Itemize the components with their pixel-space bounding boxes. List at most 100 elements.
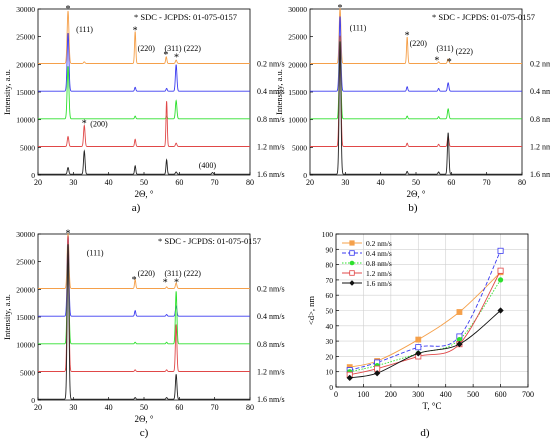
peak-marker: * xyxy=(174,53,179,64)
series-line xyxy=(310,35,522,147)
y-tick-label: 10000 xyxy=(16,341,35,350)
series-label: 1.2 nm/s xyxy=(257,368,285,377)
data-point xyxy=(456,309,463,315)
x-tick-label: 30 xyxy=(69,403,77,412)
peak-marker: * xyxy=(434,55,439,66)
x-tick-label: 700 xyxy=(522,390,534,399)
series-label: 0.2 nm/s xyxy=(257,285,285,294)
peak-annotation: (111) xyxy=(76,25,93,34)
series-line xyxy=(310,35,522,120)
y-tick-label: 10 xyxy=(326,368,334,377)
data-point xyxy=(497,267,504,274)
series-label: 1.6 nm/s xyxy=(530,170,550,179)
y-tick-label: 0 xyxy=(329,383,333,392)
y-axis-title: <d>, nm xyxy=(306,296,316,325)
peak-annotation: (220) xyxy=(138,44,156,53)
x-tick-label: 80 xyxy=(246,403,254,412)
series-line xyxy=(38,33,250,92)
series-line xyxy=(38,66,250,120)
x-tick-label: 60 xyxy=(175,178,183,187)
x-axis-title: T, °C xyxy=(423,401,442,411)
peak-annotation: (400) xyxy=(199,161,217,170)
x-tick-label: 70 xyxy=(483,178,491,187)
y-tick-label: 20 xyxy=(326,352,334,361)
legend-text: * SDC - JCPDS: 01-075-0157 xyxy=(432,12,535,22)
series-line xyxy=(38,149,250,175)
x-axis-title: 2Θ, ° xyxy=(406,189,425,199)
series-label: 0.4 nm/s xyxy=(257,87,285,96)
y-tick-label: 25000 xyxy=(16,33,35,42)
series-label: 0.2 nm/s xyxy=(257,60,285,69)
y-tick-label: 15000 xyxy=(16,313,35,322)
x-tick-label: 30 xyxy=(69,178,77,187)
y-tick-label: 30 xyxy=(326,337,334,346)
peak-annotation: (220) xyxy=(138,269,156,278)
x-tick-label: 20 xyxy=(34,178,42,187)
series-label: 0.2 nm/s xyxy=(530,60,550,69)
y-tick-label: 5000 xyxy=(292,143,307,152)
x-tick-label: 80 xyxy=(246,178,254,187)
x-tick-label: 20 xyxy=(306,178,314,187)
x-tick-label: 500 xyxy=(467,390,479,399)
legend-label: 0.8 nm/s xyxy=(366,259,392,268)
y-tick-label: 30000 xyxy=(16,5,35,14)
series-line xyxy=(310,41,522,175)
panel-label: c) xyxy=(140,427,149,439)
legend-label: 0.2 nm/s xyxy=(366,239,392,248)
series-label: 0.8 nm/s xyxy=(530,115,550,124)
data-point xyxy=(415,350,422,357)
x-tick-label: 0 xyxy=(334,390,338,399)
series-line xyxy=(38,10,250,64)
x-tick-label: 600 xyxy=(495,390,507,399)
chart-panel-3: 20 30 40 50 60 70 80 0 5000 10000 15000 20000 25000 3… xyxy=(2,228,285,439)
x-tick-label: 400 xyxy=(440,390,452,399)
y-tick-label: 20000 xyxy=(16,60,35,69)
peak-marker: * xyxy=(133,25,138,36)
data-point xyxy=(415,336,422,343)
peak-annotation: (111) xyxy=(87,249,104,258)
series-line xyxy=(38,235,250,317)
legend-label: 1.6 nm/s xyxy=(366,279,392,288)
x-tick-label: 70 xyxy=(211,178,219,187)
y-tick-label: 70 xyxy=(326,276,334,285)
y-tick-label: 5000 xyxy=(20,368,35,377)
peak-annotation: (311) xyxy=(164,44,181,53)
peak-marker: * xyxy=(82,118,87,129)
data-point xyxy=(497,307,504,314)
x-axis-title: 2Θ, ° xyxy=(134,189,153,199)
panel-label: d) xyxy=(420,427,430,439)
series-label: 1.2 nm/s xyxy=(257,143,285,152)
peak-annotation: (222) xyxy=(456,47,474,56)
x-tick-label: 20 xyxy=(34,403,42,412)
data-point xyxy=(456,336,463,343)
data-point xyxy=(349,270,355,276)
x-tick-label: 50 xyxy=(140,403,148,412)
y-tick-label: 15000 xyxy=(288,88,307,97)
data-point xyxy=(349,240,355,246)
x-tick-label: 50 xyxy=(140,178,148,187)
series-label: 0.8 nm/s xyxy=(257,115,285,124)
peak-annotation: (222) xyxy=(184,44,202,53)
panel-label: b) xyxy=(408,202,418,214)
peak-marker: * xyxy=(338,3,343,14)
y-tick-label: 10000 xyxy=(288,116,307,125)
series-label: 1.6 nm/s xyxy=(257,170,285,179)
y-tick-label: 20000 xyxy=(16,285,35,294)
y-tick-label: 25000 xyxy=(16,258,35,267)
x-tick-label: 40 xyxy=(105,403,113,412)
series-line xyxy=(38,101,250,147)
peak-annotation: (311) xyxy=(164,269,181,278)
y-tick-label: 0 xyxy=(31,171,35,180)
data-point xyxy=(349,280,355,286)
series-label: 0.4 nm/s xyxy=(257,312,285,321)
x-axis-title: 2Θ, ° xyxy=(134,414,153,424)
peak-marker: * xyxy=(132,275,137,286)
x-tick-label: 60 xyxy=(175,403,183,412)
peak-marker: * xyxy=(174,278,179,289)
y-axis-title: Intensity, a.u. xyxy=(2,294,12,340)
peak-annotation: (200) xyxy=(90,119,108,128)
y-axis-title: Intensity, a.u. xyxy=(2,69,12,115)
peak-annotation: (220) xyxy=(410,39,428,48)
y-tick-label: 40 xyxy=(326,322,334,331)
